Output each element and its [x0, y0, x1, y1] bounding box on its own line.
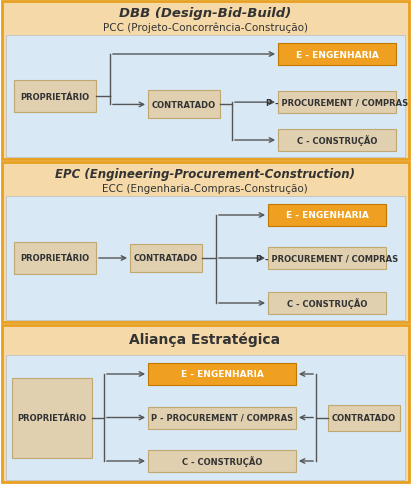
Text: CONTRATADO: CONTRATADO	[134, 254, 198, 263]
Text: PROPRIETÁRIO: PROPRIETÁRIO	[21, 254, 90, 263]
Bar	[6, 355, 405, 480]
Text: P - PROCUREMENT / COMPRAS: P - PROCUREMENT / COMPRAS	[151, 413, 293, 422]
Bar	[278, 44, 396, 66]
Text: C - CONSTRUÇÃO: C - CONSTRUÇÃO	[182, 455, 262, 467]
Text: E - ENGENHARIA: E - ENGENHARIA	[180, 370, 263, 378]
Text: ECC (Engenharia-Compras-Construção): ECC (Engenharia-Compras-Construção)	[102, 183, 308, 194]
Bar	[14, 81, 96, 113]
Text: E - ENGENHARIA: E - ENGENHARIA	[296, 50, 379, 60]
Text: P - PROCUREMENT / COMPRAS: P - PROCUREMENT / COMPRAS	[266, 98, 408, 107]
Bar	[2, 2, 409, 160]
Text: CONTRATADO: CONTRATADO	[332, 413, 396, 422]
Bar	[268, 205, 386, 227]
Bar	[278, 92, 396, 114]
Text: C - CONSTRUÇÃO: C - CONSTRUÇÃO	[287, 298, 367, 309]
Bar	[278, 130, 396, 151]
Bar	[148, 407, 296, 429]
Text: CONTRATADO: CONTRATADO	[152, 101, 216, 110]
Bar	[148, 363, 296, 385]
Text: PCC (Projeto-Concorrência-Construção): PCC (Projeto-Concorrência-Construção)	[102, 23, 307, 33]
Bar	[328, 405, 400, 431]
Bar	[12, 378, 92, 457]
Text: PROPRIETÁRIO: PROPRIETÁRIO	[21, 92, 90, 101]
Text: Aliança Estratégica: Aliança Estratégica	[129, 332, 281, 347]
Bar	[6, 36, 405, 158]
Text: EPC (Engineering-Procurement-Construction): EPC (Engineering-Procurement-Constructio…	[55, 168, 355, 181]
Bar	[148, 91, 220, 119]
Bar	[2, 163, 409, 322]
Bar	[268, 292, 386, 314]
Bar	[6, 197, 405, 320]
Text: PROPRIETÁRIO: PROPRIETÁRIO	[17, 413, 87, 422]
Text: DBB (Design-Bid-Build): DBB (Design-Bid-Build)	[119, 7, 291, 20]
Bar	[268, 247, 386, 270]
Bar	[2, 325, 409, 482]
Bar	[130, 244, 202, 272]
Text: E - ENGENHARIA: E - ENGENHARIA	[286, 211, 368, 220]
Text: C - CONSTRUÇÃO: C - CONSTRUÇÃO	[297, 135, 377, 146]
Bar	[14, 242, 96, 274]
Text: P - PROCUREMENT / COMPRAS: P - PROCUREMENT / COMPRAS	[256, 254, 398, 263]
Bar	[148, 450, 296, 472]
